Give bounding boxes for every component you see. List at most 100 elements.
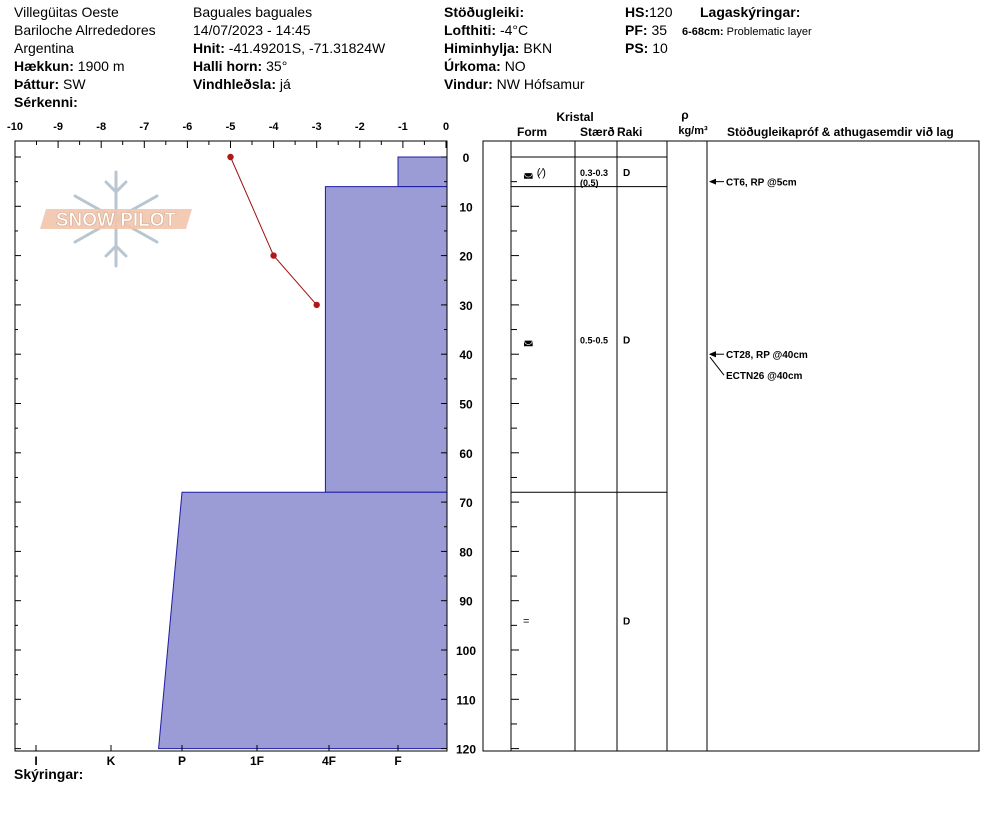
temp-tick-label: -4 (269, 121, 280, 133)
slope-row: Halli horn: 35° (193, 58, 288, 74)
depth-tick-label: 0 (463, 151, 470, 165)
sky-value: BKN (523, 40, 553, 56)
coords-row: Hnit: -41.49201S, -71.31824W (193, 40, 386, 56)
stability-row: Stöðugleiki: (444, 4, 525, 20)
layer-note-text: Problematic layer (726, 26, 812, 38)
layer-grain-size-extra: (0.5) (580, 178, 599, 188)
elevation-value: 1900 m (77, 58, 125, 74)
crystal-header: Kristal (556, 110, 593, 124)
layer-grain-size: 0.3-0.3 (580, 168, 608, 178)
hardness-layer-bar (158, 491, 448, 750)
depth-tick-label: 80 (459, 545, 473, 559)
layer-notes-title: Lagaskýringar: (700, 4, 801, 20)
stability-test-label: CT6, RP @5cm (726, 178, 797, 189)
temperature-point (227, 153, 234, 161)
ps-value: 10 (652, 40, 668, 56)
layer-grain-size: 0.5-0.5 (580, 335, 608, 345)
depth-tick-label: 60 (459, 447, 473, 461)
hardness-tick-label: 4F (322, 754, 336, 768)
profile-axes: -10 -9 -8 -7 -6 -5 -4 -3 -2 -1 0010203040506070809… (7, 121, 519, 768)
layer-notes: Lagaskýringar: (700, 3, 800, 21)
density-symbol: ρ (681, 108, 688, 122)
layer-moisture: D (623, 335, 630, 346)
aspect-row: Þáttur: SW (14, 76, 86, 92)
slope-value: 35° (266, 58, 288, 74)
temp-tick-label: 0 (443, 121, 449, 133)
country-name: Argentina (14, 40, 74, 56)
depth-tick-label: 70 (459, 496, 473, 510)
snowpack-info: HS:120 PF: 35 PS: 10 (625, 3, 672, 57)
coords-value: -41.49201S, -71.31824W (228, 40, 386, 56)
layer-table: Kristal Form Stærð Raki ρ kg/m³ Stöðugle… (482, 108, 980, 752)
snowpilot-watermark: SNOW PILOT (40, 170, 192, 268)
layer-grain-form: ◛ (⁄) (523, 167, 546, 179)
air-temp-row: Lofthiti: -4°C (444, 22, 529, 38)
temp-tick-label: -10 (7, 121, 23, 133)
depth-tick-label: 30 (459, 299, 473, 313)
depth-tick-label: 110 (456, 693, 476, 707)
location-name: Villegüitas Oeste (14, 4, 119, 20)
tests-header: Stöðugleikapróf & athugasemdir við lag (727, 125, 954, 139)
form-header: Form (517, 125, 547, 139)
precip-row: Úrkoma: NO (444, 58, 526, 74)
notes-footer: Skýringar: (14, 765, 83, 783)
temperature-profile (227, 153, 320, 309)
precip-value: NO (504, 58, 526, 74)
hardness-tick-label: P (178, 754, 186, 768)
density-unit: kg/m³ (678, 125, 708, 137)
specifics-row: Sérkenni: (14, 94, 78, 110)
hardness-tick-label: F (394, 754, 401, 768)
hs-row: HS:120 (625, 4, 673, 20)
wind-value: NW Hófsamur (496, 76, 585, 92)
notes-label: Skýringar: (14, 766, 84, 782)
temp-tick-label: -6 (183, 121, 193, 133)
temp-tick-label: -3 (312, 121, 322, 133)
hardness-profile (158, 156, 448, 750)
wind-loading-value: já (279, 76, 291, 92)
table-frame (482, 140, 980, 752)
site-info: Villegüitas Oeste Bariloche Alrrededores… (14, 3, 156, 111)
hardness-tick-label: K (107, 754, 116, 768)
elevation-row: Hækkun: 1900 m (14, 58, 125, 74)
size-header: Stærð (580, 125, 615, 139)
depth-tick-label: 10 (459, 200, 473, 214)
temp-tick-label: -7 (139, 121, 149, 133)
wind-loading-row: Vindhleðsla: já (193, 76, 291, 92)
observation-info: Baguales baguales 14/07/2023 - 14:45 Hni… (193, 3, 385, 93)
watermark-text: SNOW PILOT (56, 210, 177, 231)
layer-moisture: D (623, 616, 630, 627)
hardness-layer-bar (397, 156, 448, 188)
temp-tick-label: -2 (355, 121, 365, 133)
layer-grain-form: = (523, 615, 529, 627)
watermark-banner (40, 209, 192, 229)
wind-row: Vindur: NW Hófsamur (444, 76, 585, 92)
hardness-layer-bar (324, 186, 448, 493)
layer-note-row: 6-68cm: Problematic layer (682, 23, 812, 41)
temp-tick-label: -5 (226, 121, 236, 133)
layer-moisture: D (623, 168, 630, 179)
hs-value: 120 (649, 4, 673, 20)
temp-tick-label: -8 (96, 121, 106, 133)
test-arrow-head (709, 351, 716, 358)
temperature-line (230, 156, 318, 306)
weather-info: Stöðugleiki: Lofthiti: -4°C Himinhylja: … (444, 3, 585, 93)
stability-test-label: CT28, RP @40cm (726, 350, 808, 361)
air-temp-value: -4°C (499, 22, 529, 38)
hardness-tick-label: 1F (250, 754, 264, 768)
temp-tick-label: -1 (398, 121, 408, 133)
moisture-header: Raki (617, 125, 642, 139)
region-name: Bariloche Alrrededores (14, 22, 156, 38)
depth-tick-label: 40 (459, 348, 473, 362)
temp-tick-label: -9 (53, 121, 63, 133)
test-arrow-line (709, 356, 725, 376)
pf-value: 35 (651, 22, 668, 38)
depth-tick-label: 90 (459, 595, 473, 609)
depth-tick-label: 50 (459, 398, 473, 412)
observer-name: Baguales baguales (193, 4, 313, 20)
pf-row: PF: 35 (625, 22, 668, 38)
test-arrow-head (709, 178, 716, 185)
hardness-tick-label: I (34, 754, 37, 768)
depth-tick-label: 120 (456, 743, 476, 757)
observation-datetime: 14/07/2023 - 14:45 (193, 22, 311, 38)
